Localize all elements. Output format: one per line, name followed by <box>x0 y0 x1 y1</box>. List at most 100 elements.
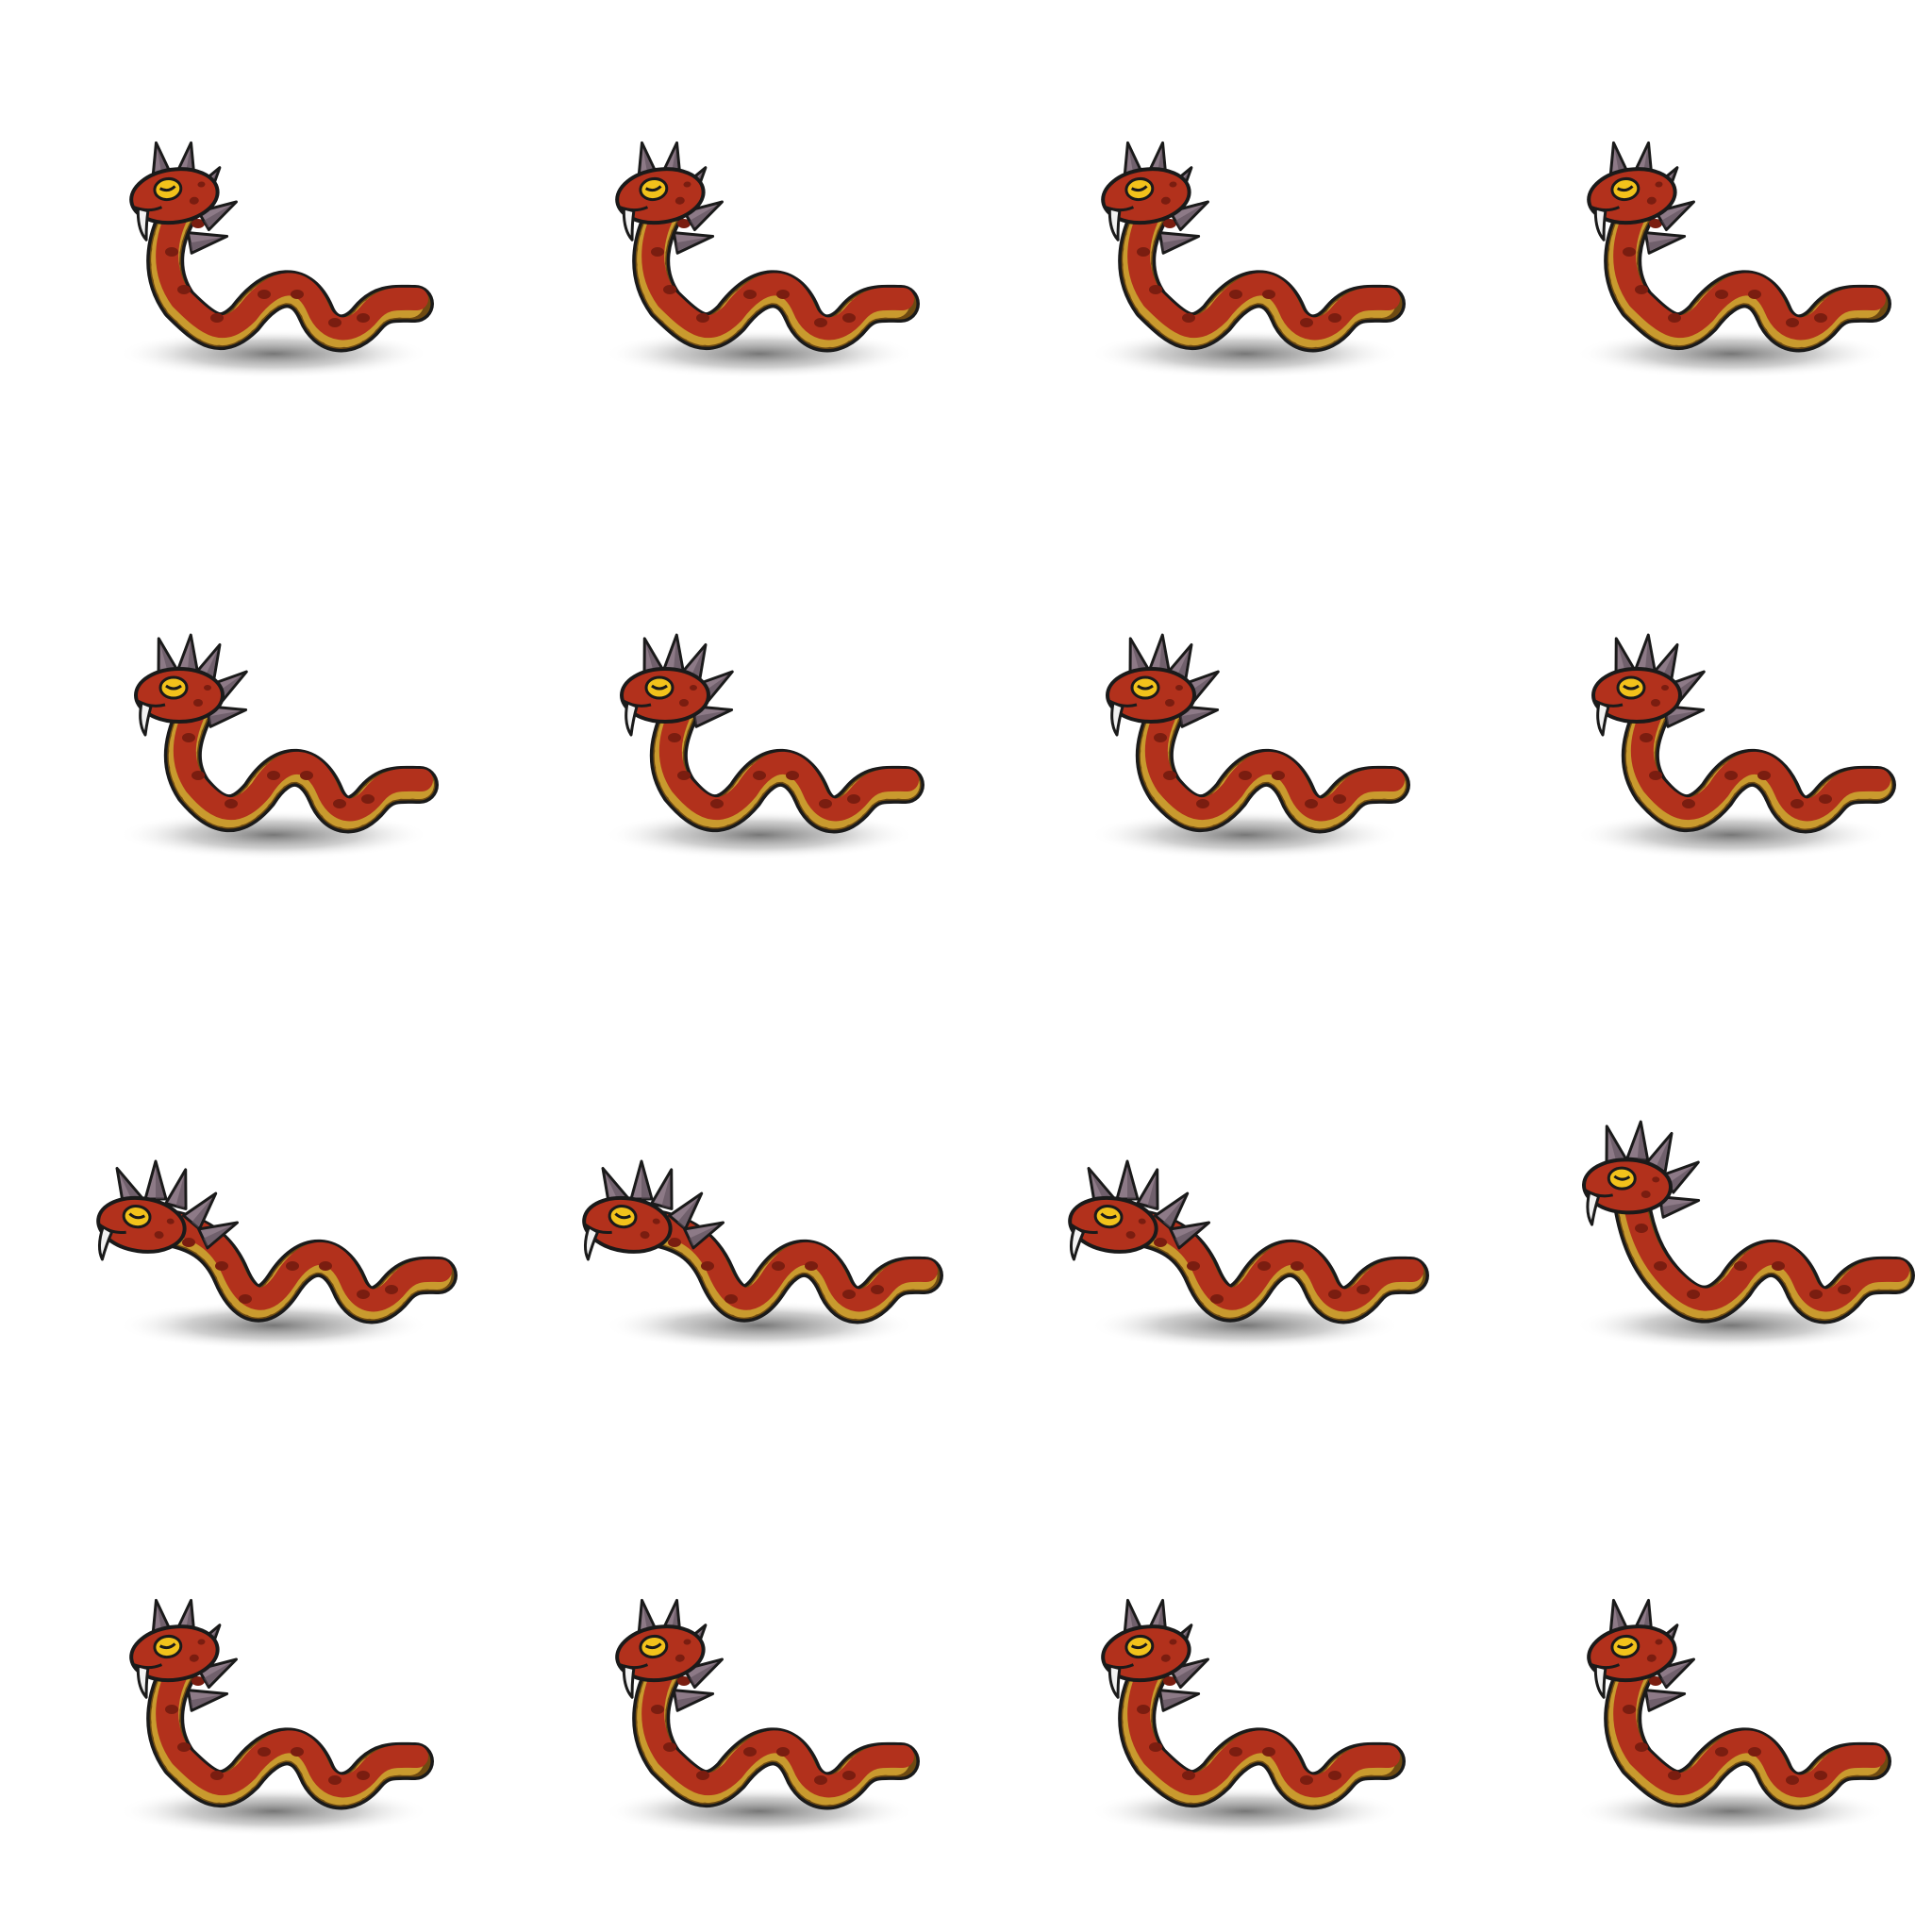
fang <box>622 207 636 242</box>
snake-sprite <box>1068 1159 1429 1324</box>
snake-sprite <box>615 1598 920 1810</box>
body-spot <box>1668 313 1681 323</box>
body-spot <box>1668 1771 1681 1780</box>
snake-head <box>615 167 706 242</box>
head-spot <box>1169 1639 1177 1645</box>
head-spot <box>1646 1654 1657 1662</box>
body-spot <box>842 313 856 323</box>
head-spot <box>1655 1639 1663 1645</box>
body-spot <box>1649 219 1662 228</box>
head-spot <box>1165 699 1174 707</box>
head-spot <box>1169 181 1177 188</box>
snake-sprite <box>129 1598 434 1810</box>
spike-shade <box>187 639 196 674</box>
body-spot <box>663 1742 676 1752</box>
snake-sprite <box>1101 1598 1406 1810</box>
body-spot <box>847 794 860 804</box>
body-spot <box>1163 219 1176 228</box>
body-spot <box>1229 290 1242 299</box>
body-spot <box>1623 247 1636 257</box>
body-spot <box>267 771 280 780</box>
frame-r4-c1 <box>118 1598 434 1836</box>
eye-pupil <box>165 684 182 691</box>
spike-shade <box>1637 1125 1646 1160</box>
snake-sprite <box>1587 141 1891 353</box>
body-spot <box>1291 1261 1304 1271</box>
snake-head <box>134 667 225 737</box>
spike-shade <box>156 1165 164 1199</box>
ground-shadow <box>1575 810 1887 859</box>
eye-pupil <box>158 1642 176 1650</box>
head-spot <box>1651 699 1660 707</box>
head-spot <box>1175 685 1183 691</box>
body-spot <box>1640 733 1653 742</box>
eye-pupil <box>614 1212 631 1220</box>
fang <box>1108 207 1122 242</box>
body-spot <box>182 1238 195 1247</box>
spike-shade <box>694 710 728 725</box>
frame-r1-c2 <box>604 141 920 378</box>
eye-pupil <box>1130 1642 1148 1650</box>
body-spot <box>1715 290 1728 299</box>
snake-sprite <box>129 141 434 353</box>
spike-shade <box>675 1694 709 1709</box>
frame-r2-c2 <box>604 633 924 859</box>
body-spot <box>1262 290 1275 299</box>
body-spot <box>1786 1775 1799 1785</box>
snake-head <box>620 667 710 737</box>
body-spot <box>1328 313 1341 323</box>
snake-sprite <box>1591 633 1896 834</box>
spike-shade <box>661 1173 671 1208</box>
body-spot <box>1687 1290 1700 1299</box>
body-spot <box>1635 285 1648 294</box>
head-spot <box>683 181 691 188</box>
body-spot <box>1724 771 1738 780</box>
snake-head <box>96 1195 187 1261</box>
spike-shape <box>182 1191 218 1231</box>
body-spot <box>1328 1290 1341 1299</box>
body-spot <box>753 771 766 780</box>
ground-shadow <box>118 329 429 378</box>
body-spot <box>1163 1676 1176 1686</box>
spike-shade <box>1667 1164 1696 1191</box>
fang <box>136 1664 150 1699</box>
body-spot <box>668 733 681 742</box>
fang <box>1593 1664 1607 1699</box>
body-spot <box>1149 285 1162 294</box>
spike-shade <box>1161 1694 1195 1709</box>
eye-pupil <box>1616 185 1634 192</box>
body-fill <box>658 689 919 822</box>
body-spot <box>258 1747 271 1757</box>
body-spot <box>1163 771 1176 780</box>
spike-shade <box>1666 710 1700 725</box>
spike-shade <box>1660 1661 1691 1686</box>
fang <box>625 701 639 737</box>
body-spot <box>385 1285 398 1294</box>
body-spot <box>1210 1294 1224 1304</box>
frame-r1-c1 <box>118 141 434 378</box>
frame-r1-c3 <box>1090 141 1406 378</box>
body-spot <box>724 1294 738 1304</box>
spike-shade <box>1158 639 1168 674</box>
spike-shade <box>203 203 234 228</box>
spike-shade <box>175 1173 185 1208</box>
body-spot <box>651 247 664 257</box>
spike-shade <box>192 1196 214 1228</box>
body-spot <box>319 1261 332 1271</box>
head-spot <box>204 685 211 691</box>
snake-sprite <box>615 141 920 353</box>
ground-shadow <box>604 810 915 859</box>
body-spot <box>677 219 691 228</box>
eye-pupil <box>1616 1642 1634 1650</box>
body-spot <box>1154 1238 1167 1247</box>
body-spot <box>210 313 224 323</box>
snake-sprite <box>1106 633 1410 834</box>
body-spot <box>1809 1290 1823 1299</box>
fang <box>1593 207 1607 242</box>
body-spot <box>177 1742 191 1752</box>
spike-shade <box>190 237 224 252</box>
body-spot <box>291 1747 304 1757</box>
snake-head <box>1587 167 1677 242</box>
head-spot <box>1661 685 1669 691</box>
